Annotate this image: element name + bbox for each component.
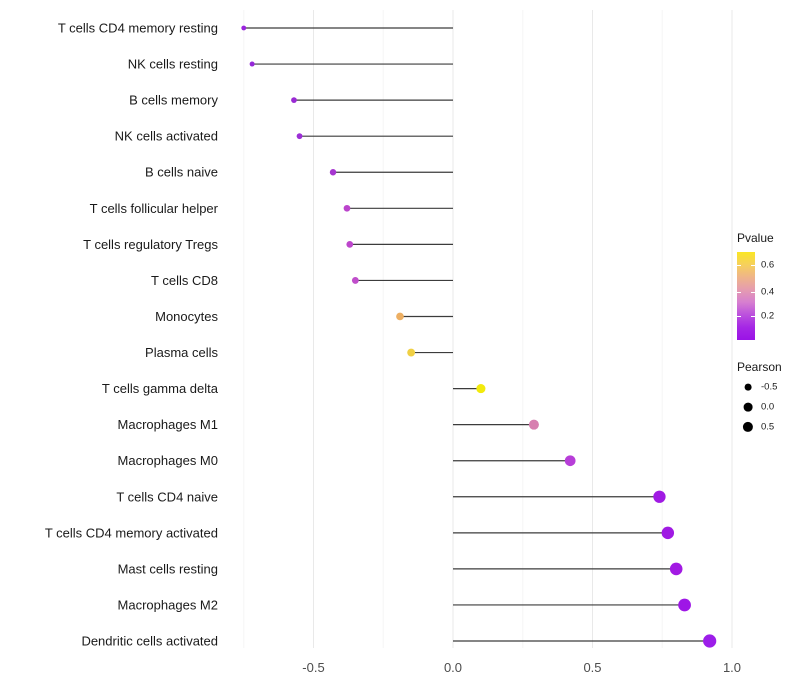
data-point [661, 526, 675, 540]
pvalue-tick-mark [751, 315, 755, 317]
pvalue-tick-mark [737, 291, 741, 293]
data-point [678, 598, 691, 612]
pvalue-tick-mark [751, 291, 755, 293]
category-label: Macrophages M2 [118, 597, 218, 612]
category-label: NK cells activated [115, 129, 218, 144]
data-point [653, 490, 666, 503]
category-label: Macrophages M1 [118, 417, 218, 432]
data-point [249, 61, 255, 67]
pearson-size-label: -0.5 [761, 381, 778, 393]
pearson-size-item: -0.5 [737, 377, 797, 397]
category-label: Dendritic cells activated [81, 634, 218, 649]
data-point [528, 419, 539, 430]
category-label: Plasma cells [145, 345, 218, 360]
category-label: T cells follicular helper [90, 201, 219, 216]
data-point [669, 562, 683, 576]
pearson-size-item: 0.0 [737, 397, 797, 417]
data-point [564, 455, 576, 467]
data-point [296, 133, 303, 140]
category-label: T cells CD8 [151, 273, 218, 288]
pvalue-tick-label: 0.2 [761, 310, 775, 322]
category-label: Macrophages M0 [118, 453, 218, 468]
data-point [241, 25, 247, 31]
pvalue-colorbar [737, 252, 755, 340]
data-point [476, 384, 486, 394]
data-point [329, 169, 337, 176]
data-point [343, 204, 351, 212]
data-point [291, 97, 297, 103]
pvalue-tick-label: 0.4 [761, 286, 775, 298]
pearson-size-label: 0.0 [761, 401, 775, 413]
pearson-size-label: 0.5 [761, 421, 775, 433]
x-axis-tick-label: -0.5 [302, 660, 324, 675]
pvalue-legend-title: Pvalue [737, 231, 774, 245]
data-point [407, 348, 416, 357]
data-point [346, 240, 354, 248]
x-axis-tick-label: 0.5 [583, 660, 601, 675]
category-label: T cells CD4 memory resting [58, 21, 218, 36]
pearson-legend-title: Pearson [737, 360, 782, 374]
pearson-size-item: 0.5 [737, 417, 797, 437]
category-label: T cells CD4 naive [116, 489, 218, 504]
pearson-size-dot [743, 402, 753, 412]
category-label: T cells regulatory Tregs [83, 237, 218, 252]
pvalue-tick-mark [737, 315, 741, 317]
category-label: B cells naive [145, 165, 218, 180]
pvalue-tick-label: 0.6 [761, 259, 775, 271]
data-point [351, 276, 359, 284]
data-point [703, 634, 717, 648]
pvalue-tick-mark [751, 265, 755, 267]
category-label: T cells CD4 memory activated [45, 525, 218, 540]
category-label: T cells gamma delta [102, 381, 219, 396]
category-label: Monocytes [155, 309, 218, 324]
category-label: NK cells resting [128, 57, 218, 72]
pearson-size-dot [744, 383, 752, 391]
x-axis-tick-label: 1.0 [723, 660, 741, 675]
category-label: B cells memory [129, 93, 218, 108]
x-axis-tick-label: 0.0 [444, 660, 462, 675]
data-point [396, 312, 404, 321]
category-label: Mast cells resting [118, 561, 218, 576]
pearson-size-dot [742, 421, 754, 433]
pvalue-tick-mark [737, 265, 741, 267]
